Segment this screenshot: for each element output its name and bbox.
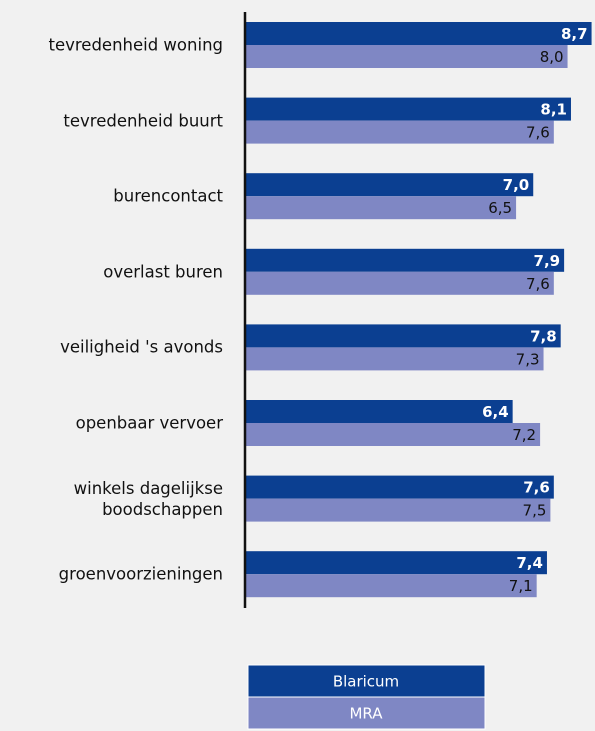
category-label: burencontact: [113, 186, 223, 206]
category-label: overlast buren: [103, 262, 223, 282]
value-label: 7,6: [523, 479, 550, 497]
category-label: veiligheid 's avonds: [60, 337, 223, 357]
bar: [245, 475, 554, 499]
value-label: 8,7: [561, 25, 588, 43]
value-label: 7,6: [526, 275, 550, 293]
value-label: 7,0: [503, 176, 530, 194]
category-label: winkels dagelijkse boodschappen: [73, 478, 223, 519]
value-label: 7,6: [526, 124, 550, 142]
bar: [245, 400, 513, 423]
category-label: groenvoorzieningen: [58, 564, 223, 584]
bar: [245, 423, 541, 446]
legend-swatch: [247, 664, 486, 698]
value-label: 8,1: [540, 101, 567, 119]
value-label: 7,2: [512, 426, 536, 444]
value-label: 6,4: [482, 403, 509, 421]
value-label: 7,3: [516, 350, 540, 368]
bar: [245, 97, 571, 121]
bar: [245, 347, 544, 371]
bar: [245, 248, 565, 272]
bar: [245, 551, 547, 575]
bar: [245, 324, 561, 348]
bar: [245, 120, 554, 144]
legend-label: Blaricum: [333, 673, 399, 691]
category-label: openbaar vervoer: [75, 413, 223, 433]
bar: [245, 574, 537, 598]
value-label: 8,0: [540, 48, 564, 66]
value-label: 7,4: [516, 554, 543, 572]
bar: [245, 271, 554, 295]
legend-swatch: [247, 696, 486, 730]
category-label: tevredenheid woning: [48, 35, 223, 55]
category-label: tevredenheid buurt: [63, 111, 223, 131]
bar: [245, 498, 551, 522]
value-label: 7,8: [530, 327, 557, 345]
bar: [245, 173, 534, 197]
legend-label: MRA: [349, 705, 383, 723]
value-label: 7,9: [534, 252, 561, 270]
bar: [245, 22, 592, 45]
bar: [245, 45, 568, 68]
value-label: 7,1: [509, 577, 533, 595]
bar: [245, 196, 517, 220]
value-label: 6,5: [488, 199, 512, 217]
value-label: 7,5: [523, 502, 547, 520]
